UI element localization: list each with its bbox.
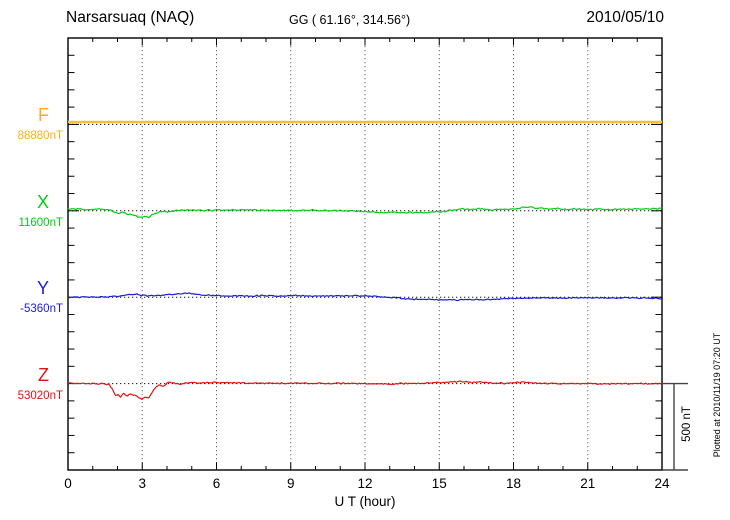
trace-X — [67, 206, 663, 219]
x-axis-title: U T (hour) — [334, 494, 396, 509]
trace-Y — [67, 292, 663, 302]
scale-bar-label: 500 nT — [681, 406, 693, 442]
x-tick-label-18: 18 — [505, 476, 522, 491]
x-tick-label-15: 15 — [431, 476, 447, 491]
trace-Z — [67, 380, 663, 400]
component-letter-F: F — [38, 105, 49, 126]
x-tick-label-6: 6 — [212, 476, 221, 491]
baseline-value-F: 88880nT — [17, 130, 63, 143]
plot-date: 2010/05/10 — [586, 9, 664, 26]
x-tick-label-24: 24 — [654, 476, 670, 491]
x-tick-label-12: 12 — [357, 476, 373, 491]
x-tick-label-3: 3 — [138, 476, 147, 491]
plotted-at-note: Plotted at 2010/11/19 07:20 UT — [712, 332, 722, 458]
station-title: Narsarsuaq (NAQ) — [66, 9, 195, 26]
x-tick-label-0: 0 — [64, 476, 72, 491]
component-letter-Z: Z — [38, 364, 49, 385]
baseline-value-Y: -5360nT — [20, 303, 63, 316]
plot-frame — [67, 37, 663, 471]
baseline-value-X: 11600nT — [18, 216, 63, 229]
baseline-value-Z: 53020nT — [17, 389, 63, 402]
component-letter-Y: Y — [36, 278, 49, 299]
x-tick-label-21: 21 — [580, 476, 596, 491]
x-tick-label-9: 9 — [286, 476, 295, 491]
component-letter-X: X — [36, 191, 49, 212]
station-coordinates: GG ( 61.16°, 314.56°) — [289, 13, 411, 27]
